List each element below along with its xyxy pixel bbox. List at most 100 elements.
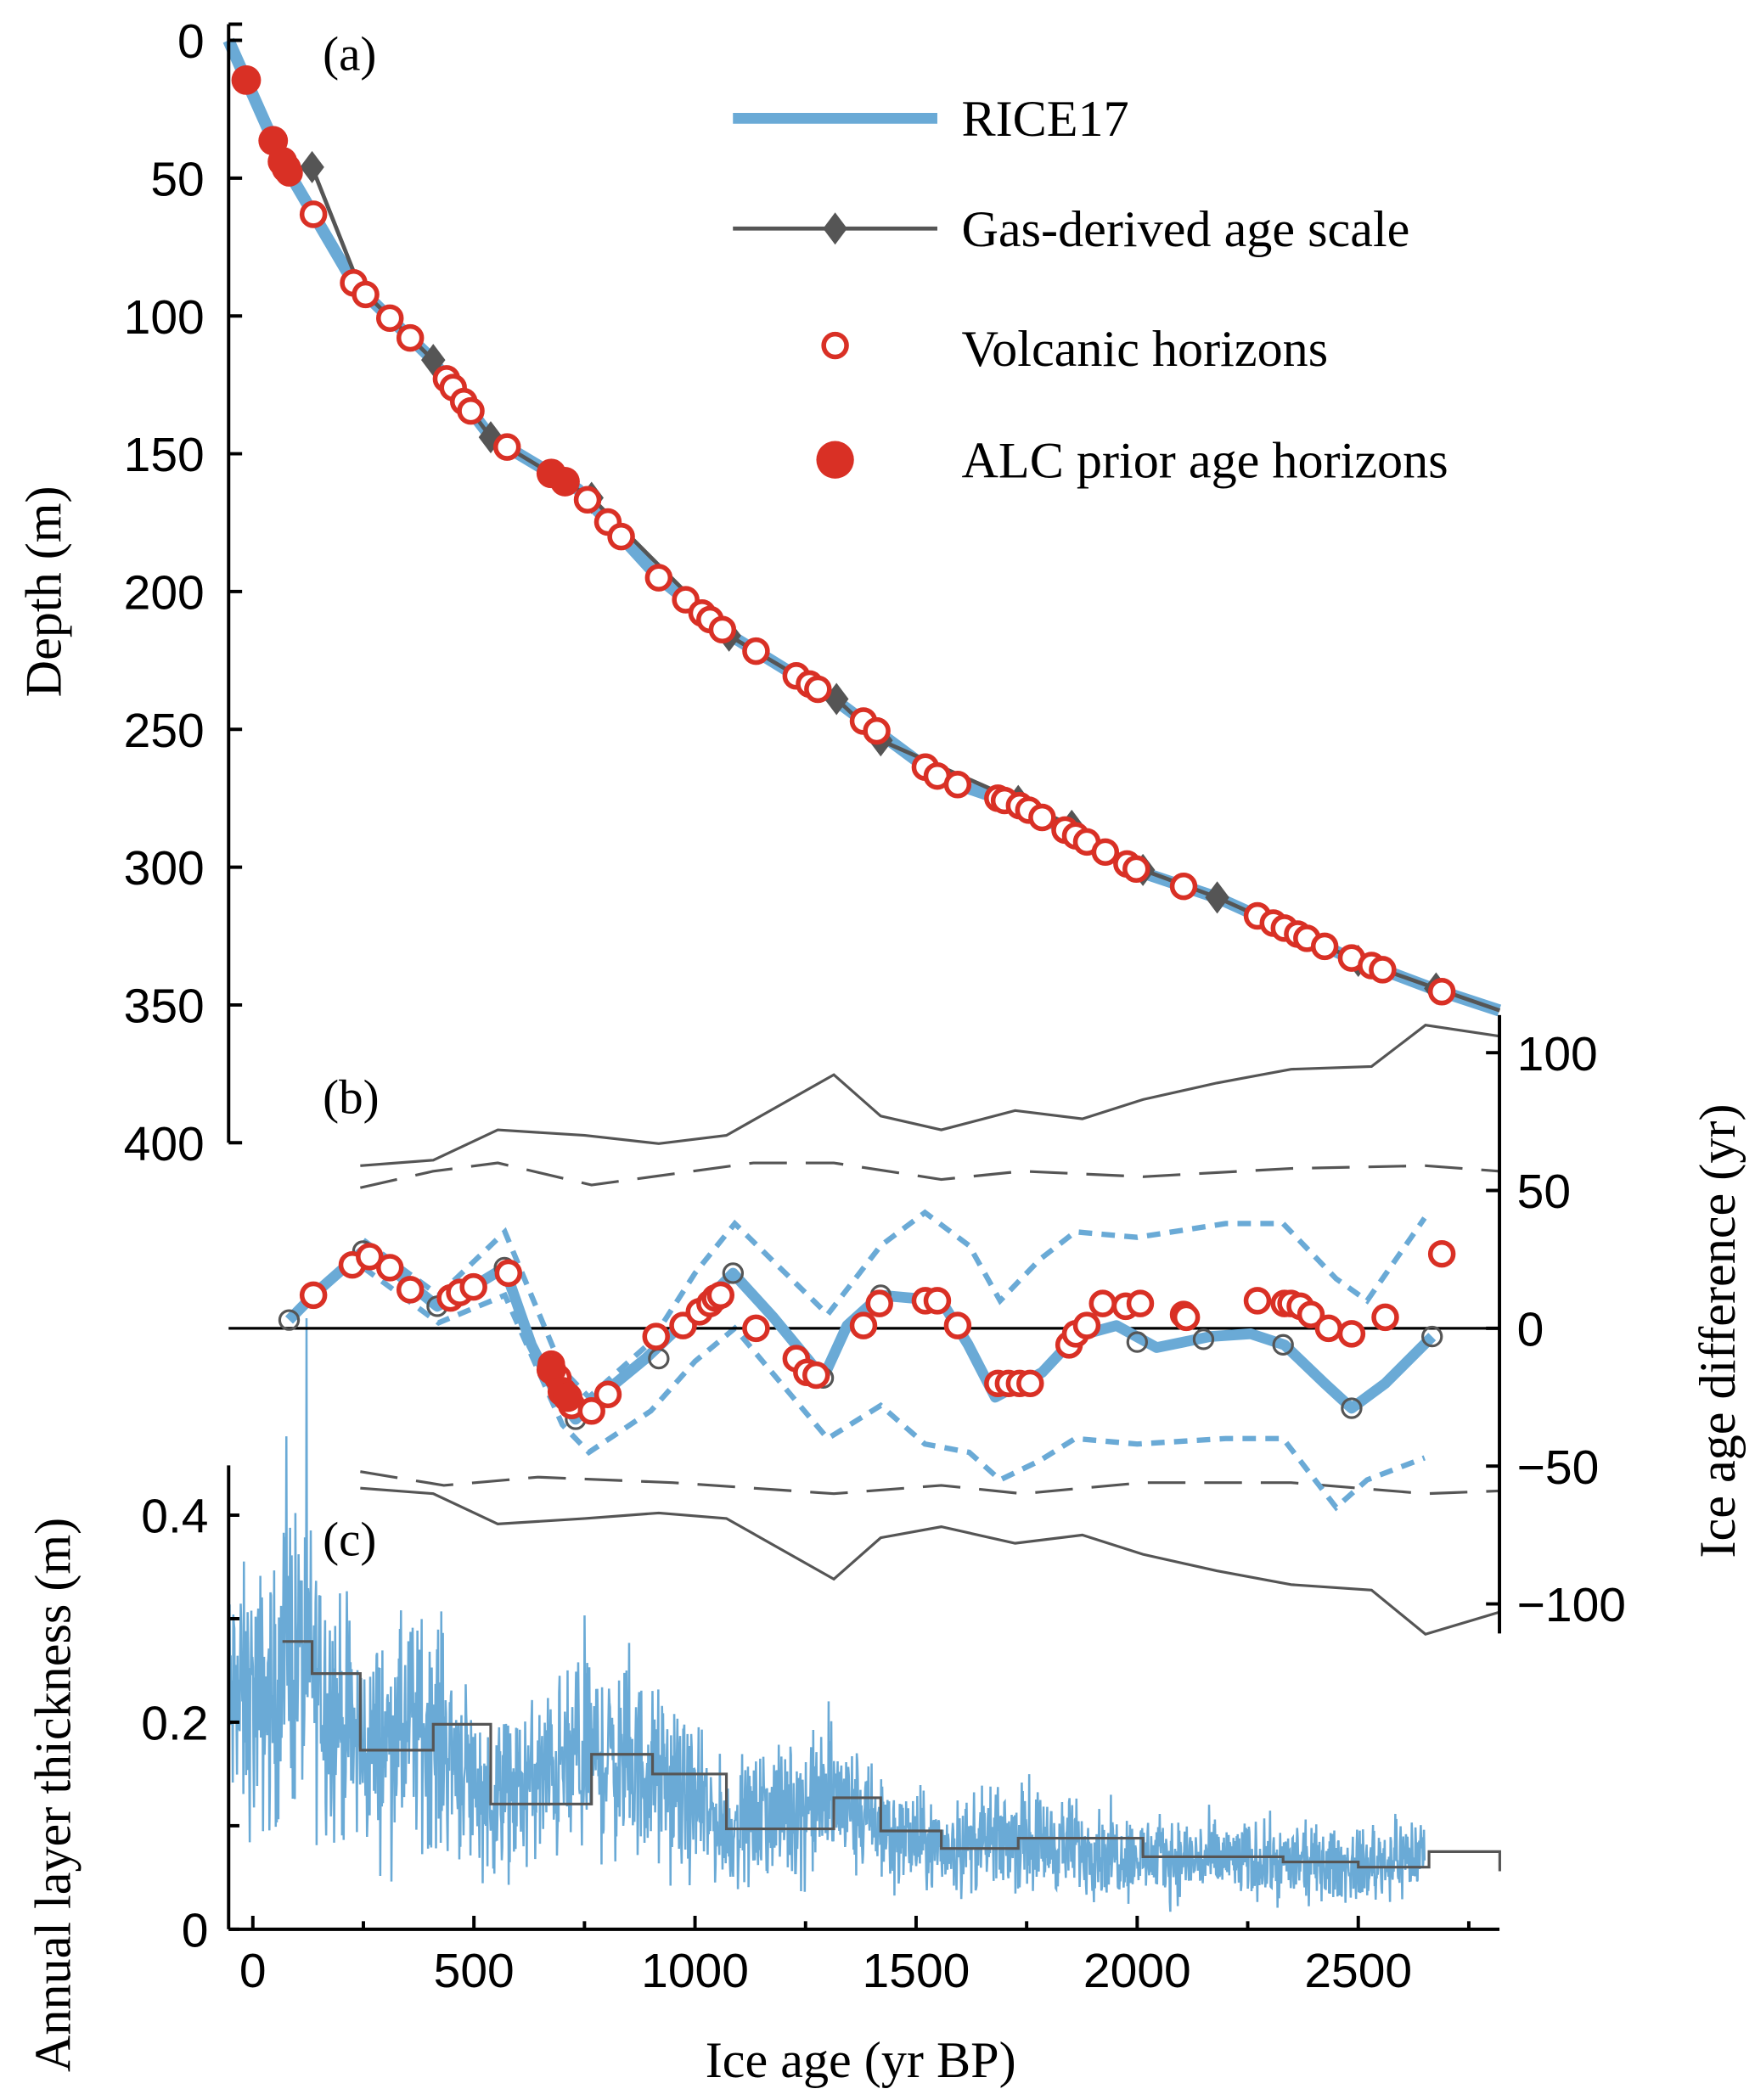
panel-label-c: (c) [323, 1513, 376, 1567]
legend-diamond-gas [823, 212, 847, 245]
alc-horizon-b [553, 1382, 583, 1412]
volcanic-horizon-b [1427, 1239, 1456, 1268]
gas-dashed-lower [360, 1470, 1499, 1496]
volcanic-horizon-b [593, 1380, 622, 1409]
rice17-line [222, 37, 1502, 1017]
volcanic-horizon-b [1337, 1320, 1366, 1348]
y-tick-label-a: 250 [124, 704, 205, 758]
volcanic-horizon [457, 396, 485, 425]
panel-label-b: (b) [323, 1070, 379, 1124]
legend: RICE17 Gas-derived age scale Volcanic ho… [961, 91, 1448, 489]
volcanic-horizon [1122, 855, 1150, 884]
y-tick-label-c: 0.2 [141, 1697, 208, 1751]
volcanic-horizon-b [849, 1311, 878, 1339]
volcanic-horizon-b [299, 1281, 328, 1310]
gas-match-point [722, 1262, 745, 1284]
volcanic-horizon-b [356, 1243, 384, 1271]
uncertainty-lower [362, 1265, 1426, 1512]
volcanic-horizon [375, 304, 404, 333]
gas-match-point [1192, 1328, 1215, 1350]
volcanic-horizon-b [1016, 1369, 1044, 1398]
step-mean-line [282, 1640, 1501, 1872]
alc-horizon [550, 466, 580, 497]
volcanic-horizon [1369, 956, 1397, 984]
panel-label-a: (a) [323, 27, 376, 81]
volcanic-horizon [742, 637, 770, 665]
y-tick-label-b: 100 [1517, 1027, 1598, 1081]
volcanic-horizon [352, 280, 380, 309]
volcanic-horizon-b [706, 1281, 735, 1310]
volcanic-horizon [1427, 977, 1456, 1006]
alc-horizon-b [536, 1355, 566, 1384]
volcanic-horizon [1310, 932, 1339, 961]
volcanic-horizon [607, 522, 635, 551]
y-axis-label-difference: Ice age difference (yr) [1690, 1104, 1747, 1558]
y-tick-label-b: 50 [1517, 1165, 1571, 1219]
gas-derived-marker [300, 150, 324, 183]
annual-layer-series [227, 1317, 1426, 1912]
gas-match-point [278, 1309, 301, 1331]
volcanic-horizon-b [396, 1276, 425, 1304]
gas-match-point [1341, 1397, 1363, 1419]
y-tick-label-c: 0.4 [141, 1490, 208, 1544]
x-tick-label: 0 [239, 1944, 267, 1998]
volcanic-horizon-b [1297, 1300, 1325, 1328]
volcanic-horizon-b [642, 1322, 670, 1350]
volcanic-horizon [493, 433, 521, 461]
volcanic-horizon-b [1314, 1314, 1343, 1343]
gas-match-point [1421, 1325, 1443, 1348]
x-tick-label: 2000 [1083, 1944, 1191, 1998]
volcanic-horizon [573, 486, 602, 514]
y-tick-label-a: 100 [124, 290, 205, 345]
volcanic-horizon [299, 200, 328, 228]
volcanic-horizon [644, 564, 673, 592]
volcanic-horizon-b [1072, 1311, 1101, 1339]
volcanic-horizon-b [1088, 1289, 1117, 1317]
volcanic-horizon-b [1371, 1303, 1399, 1332]
legend-label-volcanic: Volcanic horizons [961, 321, 1328, 378]
gas-bound-lower [360, 1486, 1500, 1637]
volcanic-horizon-b [1172, 1303, 1201, 1332]
legend-label-alc: ALC prior age horizons [961, 432, 1448, 489]
gas-bound-upper [360, 1024, 1500, 1167]
gas-match-point [1126, 1331, 1149, 1353]
y-tick-label-a: 0 [177, 14, 205, 69]
legend-label-rice17: RICE17 [961, 91, 1128, 148]
x-tick-label: 500 [434, 1944, 515, 1998]
legend-swatch-alc [816, 441, 854, 479]
y-tick-label-b: −50 [1517, 1440, 1600, 1495]
y-tick-label-a: 200 [124, 565, 205, 620]
gas-derived-marker [1205, 881, 1229, 914]
gas-match-point [1272, 1334, 1294, 1356]
volcanic-horizon-b [375, 1254, 404, 1282]
volcanic-horizon [1028, 803, 1056, 832]
volcanic-horizon-b [802, 1361, 830, 1390]
volcanic-horizon-b [577, 1397, 605, 1425]
gas-derived-line [310, 166, 1437, 991]
y-tick-label-a: 300 [124, 841, 205, 896]
volcanic-horizon-b [1126, 1289, 1155, 1317]
alc-horizon [231, 65, 262, 95]
volcanic-horizon-b [923, 1287, 952, 1315]
volcanic-horizon [1091, 838, 1120, 867]
y-tick-label-a: 400 [124, 1117, 205, 1171]
volcanic-horizon [943, 771, 972, 799]
volcanic-horizon-b [459, 1272, 487, 1301]
volcanic-horizon [863, 716, 891, 745]
x-tick-label: 1000 [641, 1944, 749, 1998]
y-axis-label-thickness: Annual layer thickness (m) [25, 1518, 82, 2072]
volcanic-horizon [396, 323, 425, 352]
x-tick-label: 2500 [1304, 1944, 1412, 1998]
y-tick-label-b: 0 [1517, 1302, 1544, 1356]
x-tick-label: 1500 [863, 1944, 970, 1998]
y-tick-label-a: 350 [124, 980, 205, 1034]
volcanic-horizon-b [865, 1289, 893, 1317]
y-tick-label-c: 0 [182, 1903, 209, 1957]
volcanic-horizon [804, 675, 832, 704]
alc-horizon [271, 153, 301, 183]
y-tick-label-a: 50 [150, 152, 204, 206]
y-axis-label-depth: Depth (m) [15, 486, 72, 697]
legend-swatch-volcanic [821, 331, 849, 360]
volcanic-horizon-b [943, 1311, 972, 1339]
volcanic-horizon [708, 615, 737, 644]
